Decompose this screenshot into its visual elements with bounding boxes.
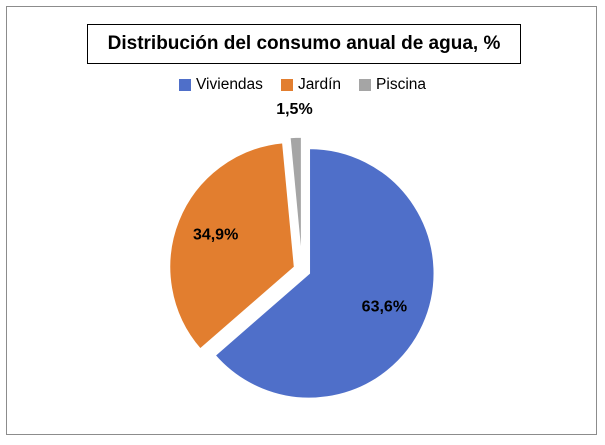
legend-label-piscina: Piscina: [376, 76, 426, 93]
data-label-piscina: 1,5%: [276, 101, 312, 118]
legend-label-jardin: Jardín: [297, 76, 342, 93]
pie-slice-jardin: [168, 141, 296, 351]
chart-title-box: Distribución del consumo anual de agua, …: [87, 24, 521, 64]
pie-slice-piscina: [289, 136, 303, 263]
legend-item-jardin: Jardín: [280, 76, 342, 94]
chart-title: Distribución del consumo anual de agua, …: [107, 33, 501, 54]
pie-slices: [168, 136, 436, 399]
legend-item-viviendas: Viviendas: [179, 76, 263, 94]
legend-swatch-piscina: [359, 79, 372, 91]
data-label-jardin: 34,9%: [193, 227, 238, 244]
legend-item-piscina: Piscina: [359, 76, 426, 94]
data-label-viviendas: 63,6%: [362, 299, 407, 316]
legend-label-viviendas: Viviendas: [196, 76, 263, 93]
pie-data-labels: 63,6% 34,9% 1,5%: [193, 101, 407, 316]
chart-legend: Viviendas Jardín Piscina: [0, 76, 605, 94]
pie-slice-viviendas: [213, 147, 436, 399]
legend-swatch-jardin: [280, 79, 293, 91]
legend-swatch-viviendas: [179, 79, 191, 91]
